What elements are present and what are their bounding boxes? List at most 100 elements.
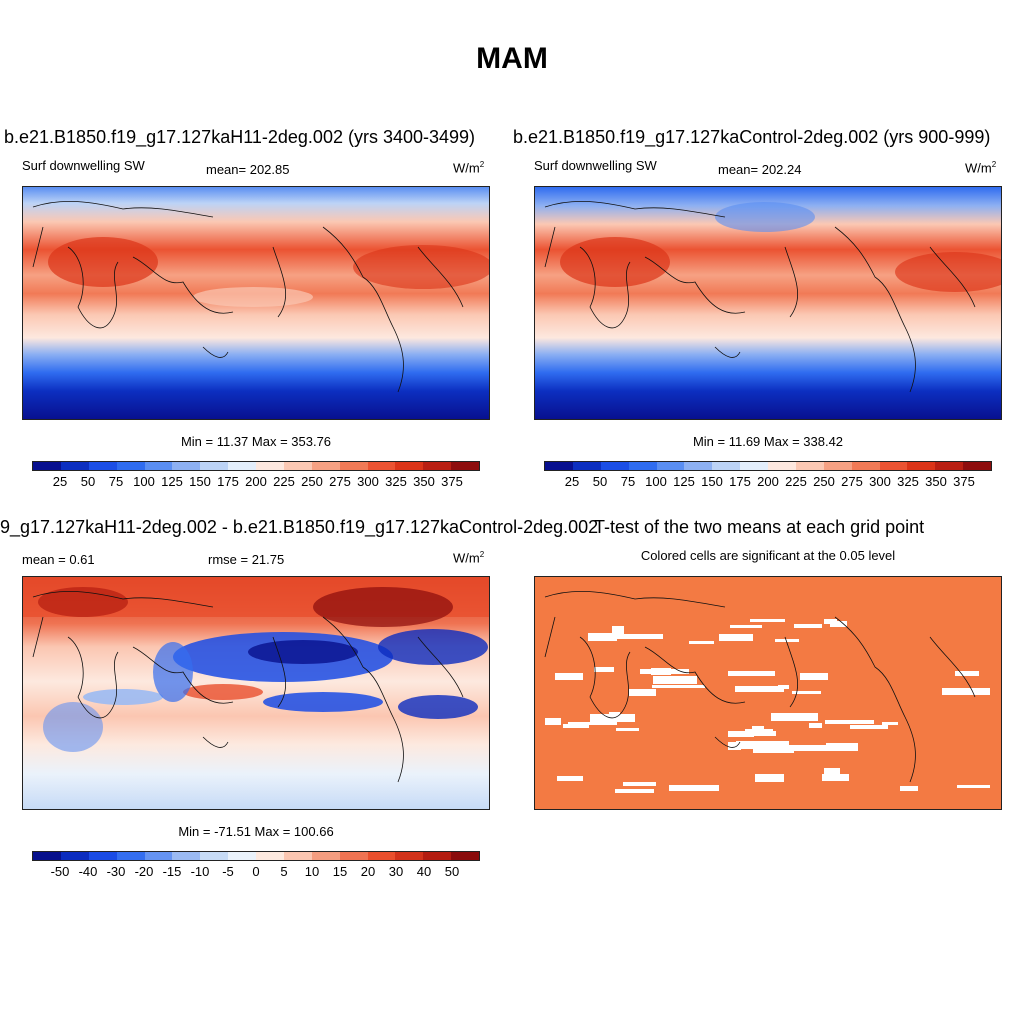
main-title: MAM xyxy=(476,42,548,75)
panel-3-title: 9_g17.127kaH11-2deg.002 - b.e21.B1850.f1… xyxy=(0,517,599,537)
colorbar-tick-label: 200 xyxy=(245,474,267,489)
non-significant-cell xyxy=(826,743,858,751)
non-significant-cell xyxy=(822,774,849,781)
colorbar-swatch xyxy=(879,462,908,470)
colorbar-swatch xyxy=(33,852,61,860)
colorbar-swatch xyxy=(311,462,340,470)
panel-4-map-svg xyxy=(535,577,1001,809)
colorbar-swatch xyxy=(963,462,991,470)
panel-4-subtitle: Colored cells are significant at the 0.0… xyxy=(640,548,896,563)
colorbar-tick-label: 50 xyxy=(444,864,460,879)
non-significant-cell xyxy=(745,729,773,732)
non-significant-cell xyxy=(669,785,719,791)
colorbar-tick-label: 175 xyxy=(217,474,239,489)
colorbar-tick-label: -10 xyxy=(190,864,210,879)
colorbar-tick-label: 15 xyxy=(332,864,348,879)
panel-2-title: b.e21.B1850.f19_g17.127kaControl-2deg.00… xyxy=(513,127,991,147)
non-significant-cell xyxy=(809,723,822,728)
colorbar-swatch xyxy=(367,852,396,860)
colorbar-tick-label: 30 xyxy=(388,864,404,879)
panel-1-colorbar-labels: 25 50 75 100 125 150 175 200 225 250 275 300 325 350 3… xyxy=(32,474,480,490)
colorbar-swatch xyxy=(60,852,89,860)
non-significant-cell xyxy=(652,685,705,688)
non-significant-cell xyxy=(755,774,784,782)
panel-3-mean: mean = 0.61 xyxy=(22,552,95,567)
panel-4-title: T-test of the two means at each grid poi… xyxy=(594,517,925,537)
colorbar-swatch xyxy=(88,462,117,470)
panel-3-map xyxy=(22,576,490,810)
colorbar-tick-label: 225 xyxy=(273,474,295,489)
colorbar-swatch xyxy=(545,462,573,470)
colorbar-tick-label: 150 xyxy=(189,474,211,489)
colorbar-swatch xyxy=(768,462,796,470)
colorbar-swatch xyxy=(88,852,117,860)
non-significant-cell xyxy=(545,718,561,725)
significance-field xyxy=(535,577,1001,809)
non-significant-cell xyxy=(728,731,754,737)
panel-1-map xyxy=(22,186,490,420)
panel-2-mean: mean= 202.24 xyxy=(718,162,802,177)
colorbar-tick-label: 75 xyxy=(108,474,124,489)
colorbar-swatch xyxy=(423,462,452,470)
non-significant-cell xyxy=(616,728,639,731)
colorbar-tick-label: 150 xyxy=(701,474,723,489)
panel-2-units: W/m2 xyxy=(965,160,997,176)
colorbar-tick-label: 10 xyxy=(304,864,320,879)
colorbar-swatch xyxy=(451,462,479,470)
colorbar-swatch xyxy=(200,852,229,860)
panel-2-colorbar xyxy=(544,461,992,471)
panel-2-map-svg xyxy=(535,187,1001,419)
panel-2-variable: Surf downwelling SW xyxy=(534,158,657,173)
colorbar-tick-label: 275 xyxy=(329,474,351,489)
non-significant-cell xyxy=(900,786,918,791)
colorbar-swatch xyxy=(283,462,312,470)
colorbar-swatch xyxy=(628,462,657,470)
non-significant-cell xyxy=(882,722,898,725)
colorbar-swatch xyxy=(367,462,396,470)
non-significant-cell xyxy=(957,785,990,788)
non-significant-cell xyxy=(728,671,775,676)
non-significant-cell xyxy=(730,625,762,628)
non-significant-cell xyxy=(800,673,828,680)
colorbar-tick-label: 5 xyxy=(280,864,288,879)
panel-3-map-svg xyxy=(23,577,489,809)
non-significant-cells xyxy=(545,619,990,793)
colorbar-swatch xyxy=(656,462,685,470)
non-significant-cell xyxy=(728,742,741,750)
colorbar-swatch xyxy=(228,852,256,860)
colorbar-tick-label: 125 xyxy=(161,474,183,489)
panel-2-colorbar-labels: 25 50 75 100 125 150 175 200 225 250 275 300 325 350 3… xyxy=(544,474,992,490)
colorbar-tick-label: 50 xyxy=(80,474,96,489)
colorbar-swatch xyxy=(712,462,741,470)
panel-1-units: W/m2 xyxy=(453,160,485,176)
colorbar-swatch xyxy=(423,852,452,860)
colorbar-swatch xyxy=(172,462,201,470)
colorbar-swatch xyxy=(823,462,852,470)
colorbar-tick-label: 20 xyxy=(360,864,376,879)
non-significant-cell xyxy=(555,673,583,680)
non-significant-cell xyxy=(774,745,828,751)
non-significant-cell xyxy=(612,626,624,634)
non-significant-cell xyxy=(735,686,784,692)
colorbar-tick-label: 125 xyxy=(673,474,695,489)
colorbar-tick-label: 225 xyxy=(785,474,807,489)
non-significant-cell xyxy=(733,731,776,736)
panel-1-colorbar xyxy=(32,461,480,471)
colorbar-swatch xyxy=(795,462,824,470)
non-significant-cell xyxy=(771,713,818,721)
colorbar-tick-label: 300 xyxy=(357,474,379,489)
panel-3-colorbar-labels: -50 -40 -30 -20 -15 -10 -5 0 5 10 15 20 30 40 50 xyxy=(32,864,480,880)
colorbar-tick-label: 375 xyxy=(953,474,975,489)
non-significant-cell xyxy=(830,621,847,627)
panel-3-rmse: rmse = 21.75 xyxy=(208,552,285,567)
colorbar-swatch xyxy=(339,852,368,860)
colorbar-tick-label: 325 xyxy=(897,474,919,489)
panel-3-colorbar xyxy=(32,851,480,861)
colorbar-tick-label: -5 xyxy=(222,864,234,879)
colorbar-swatch xyxy=(451,852,479,860)
colorbar-swatch xyxy=(851,462,880,470)
panel-3-units: W/m2 xyxy=(453,550,485,566)
colorbar-tick-label: 275 xyxy=(841,474,863,489)
panel-4-map xyxy=(534,576,1002,810)
colorbar-swatch xyxy=(935,462,964,470)
